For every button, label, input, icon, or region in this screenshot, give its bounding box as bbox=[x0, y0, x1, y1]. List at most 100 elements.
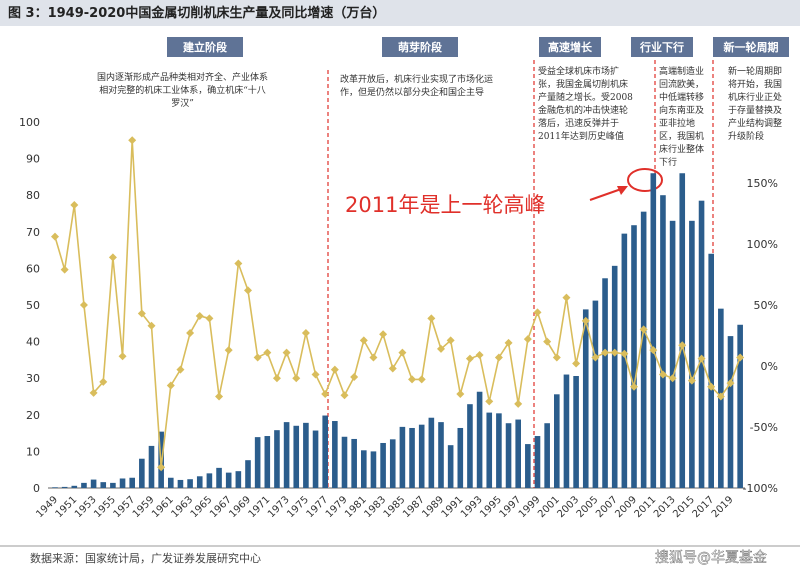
bar bbox=[592, 300, 599, 488]
growth-marker bbox=[108, 253, 117, 262]
bar bbox=[61, 486, 68, 488]
bar bbox=[486, 412, 493, 488]
bar bbox=[708, 253, 714, 488]
growth-marker bbox=[244, 286, 252, 295]
bar bbox=[525, 444, 531, 488]
bar bbox=[341, 436, 348, 488]
growth-marker bbox=[687, 376, 696, 385]
bar bbox=[206, 473, 213, 488]
bar bbox=[669, 220, 676, 488]
y-tick-label: 60 bbox=[26, 262, 40, 275]
bar bbox=[119, 478, 126, 488]
stage-label: 新一轮周期 bbox=[724, 40, 779, 54]
growth-marker bbox=[630, 382, 638, 391]
growth-marker bbox=[485, 397, 494, 406]
stage-box bbox=[539, 37, 601, 57]
growth-marker bbox=[282, 348, 291, 357]
growth-marker bbox=[697, 354, 706, 363]
growth-marker bbox=[321, 390, 330, 399]
growth-marker bbox=[678, 341, 687, 350]
growth-marker bbox=[552, 353, 561, 362]
growth-marker bbox=[620, 349, 629, 358]
growth-marker bbox=[668, 374, 677, 383]
stage-box bbox=[713, 37, 789, 57]
bar bbox=[264, 436, 271, 488]
growth-marker bbox=[186, 329, 195, 338]
y-tick-label: 80 bbox=[26, 189, 40, 202]
stage-box bbox=[631, 37, 693, 57]
growth-marker bbox=[639, 325, 648, 334]
growth-marker bbox=[388, 364, 397, 373]
growth-marker bbox=[128, 136, 137, 145]
growth-marker bbox=[533, 308, 542, 317]
bar bbox=[544, 423, 550, 488]
growth-marker bbox=[79, 301, 88, 309]
bar bbox=[177, 479, 184, 488]
y2-tick-label: 100% bbox=[747, 238, 778, 251]
y2-tick-label: -100% bbox=[743, 482, 778, 495]
growth-marker bbox=[427, 314, 436, 323]
bar bbox=[312, 430, 319, 488]
bar bbox=[621, 233, 628, 488]
bar bbox=[399, 426, 406, 488]
growth-marker bbox=[195, 311, 204, 320]
bar bbox=[496, 413, 502, 488]
bar bbox=[640, 211, 647, 489]
growth-marker bbox=[446, 336, 455, 345]
y2-tick-label: 0% bbox=[761, 360, 778, 373]
bar bbox=[293, 425, 300, 488]
bar bbox=[90, 479, 97, 488]
growth-marker bbox=[649, 346, 658, 355]
bar bbox=[322, 415, 328, 488]
bar bbox=[235, 471, 242, 488]
watermark: 搜狐号@华夏基金 bbox=[655, 549, 767, 566]
bar bbox=[332, 421, 338, 488]
bar bbox=[409, 427, 415, 488]
growth-marker bbox=[340, 391, 349, 400]
growth-marker bbox=[330, 365, 339, 374]
bar bbox=[71, 485, 78, 488]
bar bbox=[611, 265, 618, 488]
growth-marker bbox=[301, 329, 310, 338]
bar bbox=[602, 278, 608, 488]
bar bbox=[457, 427, 464, 488]
x-tick-label: 2019 bbox=[710, 494, 736, 520]
stage-label: 萌芽阶段 bbox=[398, 40, 442, 54]
peak-highlight bbox=[627, 168, 663, 192]
bar bbox=[389, 439, 396, 488]
y-tick-label: 10 bbox=[26, 445, 40, 458]
growth-marker bbox=[224, 346, 233, 355]
y-tick-label: 70 bbox=[26, 226, 40, 239]
growth-marker bbox=[543, 337, 552, 346]
growth-marker bbox=[350, 372, 359, 381]
bar bbox=[283, 422, 290, 488]
bar bbox=[534, 436, 541, 488]
growth-marker bbox=[70, 200, 79, 209]
bar bbox=[52, 487, 58, 488]
stage-description: 改革开放后，机床行业实现了市场化运作，但是仍然以部分央企和国企主导 bbox=[340, 75, 494, 98]
growth-marker bbox=[215, 392, 224, 401]
y-tick-label: 50 bbox=[26, 299, 40, 312]
growth-marker bbox=[99, 377, 108, 386]
bar bbox=[303, 422, 309, 488]
growth-marker bbox=[475, 351, 484, 360]
growth-marker bbox=[514, 399, 523, 408]
growth-marker bbox=[253, 353, 262, 362]
stage-description: 受益全球机床市场扩张，我国金属切削机床产量随之增长。受2008金融危机的冲击快速… bbox=[538, 67, 633, 142]
bar bbox=[515, 419, 521, 488]
bar bbox=[554, 394, 560, 488]
bar bbox=[196, 476, 203, 488]
growth-marker bbox=[89, 388, 98, 397]
growth-marker bbox=[658, 370, 667, 379]
growth-marker bbox=[504, 338, 513, 347]
y2-tick-label: 150% bbox=[747, 177, 778, 190]
growth-marker bbox=[716, 392, 725, 401]
source: 数据来源：国家统计局，广发证券发展研究中心 bbox=[30, 551, 261, 565]
growth-marker bbox=[408, 375, 417, 384]
growth-marker bbox=[437, 344, 445, 353]
stage-box bbox=[382, 37, 458, 57]
bar bbox=[245, 460, 251, 488]
bar bbox=[737, 324, 743, 488]
